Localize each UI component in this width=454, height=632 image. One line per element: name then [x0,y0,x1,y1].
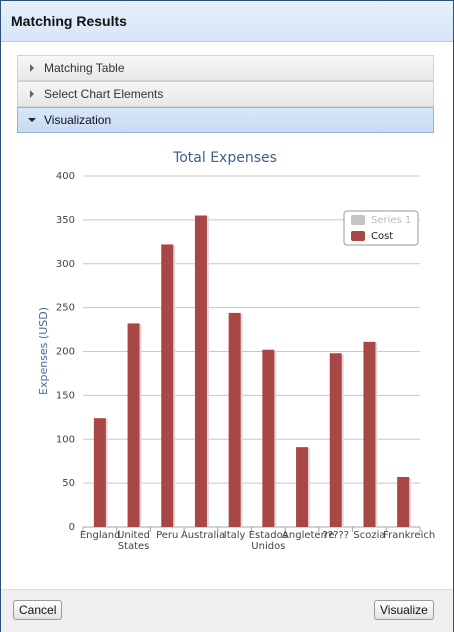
x-tick-label: Australia [180,530,226,541]
accordion-label: Select Chart Elements [44,87,164,101]
accordion-item[interactable]: Select Chart Elements [17,81,434,107]
y-tick-label: 400 [56,171,75,182]
accordion-label: Visualization [44,113,112,127]
chart: Total Expenses Expenses (USD) 0 50 100 150 2… [37,150,421,533]
x-tick-label: ????? [322,530,350,541]
accordion-item[interactable]: Visualization [17,107,434,133]
x-tick-label: Scozia [353,530,386,541]
x-tick-label: Angleterre [282,530,335,541]
bar [329,353,342,527]
dialog-title: Matching Results [11,13,127,29]
legend-label[interactable]: Cost [371,231,393,242]
bar [296,447,309,527]
dialog-header: Matching Results [1,1,453,42]
bar [194,215,207,528]
x-tick-label: England [79,530,121,541]
x-tick-label: Italy [223,530,246,541]
y-tick-label: 350 [56,215,75,226]
accordion-item[interactable]: Matching Table [17,55,434,81]
bar [397,476,410,527]
x-tick-label: Frankreich [383,530,436,541]
cancel-button[interactable]: Cancel [13,600,63,620]
legend-swatch[interactable] [351,231,365,241]
y-tick-label: 50 [62,478,75,489]
y-tick-label: 0 [69,522,75,533]
accordion-label: Matching Table [44,61,125,75]
bar [161,244,174,527]
y-tick-label: 150 [56,390,75,401]
bar [363,341,376,527]
bar [262,349,275,527]
y-axis-label: Expenses (USD) [37,307,50,395]
dialog-footer: Cancel Visualize [1,589,453,632]
bar [127,323,140,527]
y-tick-label: 100 [56,434,75,445]
legend-label[interactable]: Series 1 [371,215,411,226]
bar [93,418,106,527]
x-tick-label: United States [117,530,150,552]
y-tick-label: 250 [56,303,75,314]
x-tick-label: Peru [156,530,179,541]
legend-swatch[interactable] [351,215,365,225]
y-tick-label: 200 [56,347,75,358]
bar [228,312,241,527]
chart-title: Total Expenses [172,150,277,166]
y-tick-label: 300 [56,259,75,270]
visualize-button[interactable]: Visualize [374,600,434,620]
x-tick-label: Estados Unidos [248,530,288,552]
